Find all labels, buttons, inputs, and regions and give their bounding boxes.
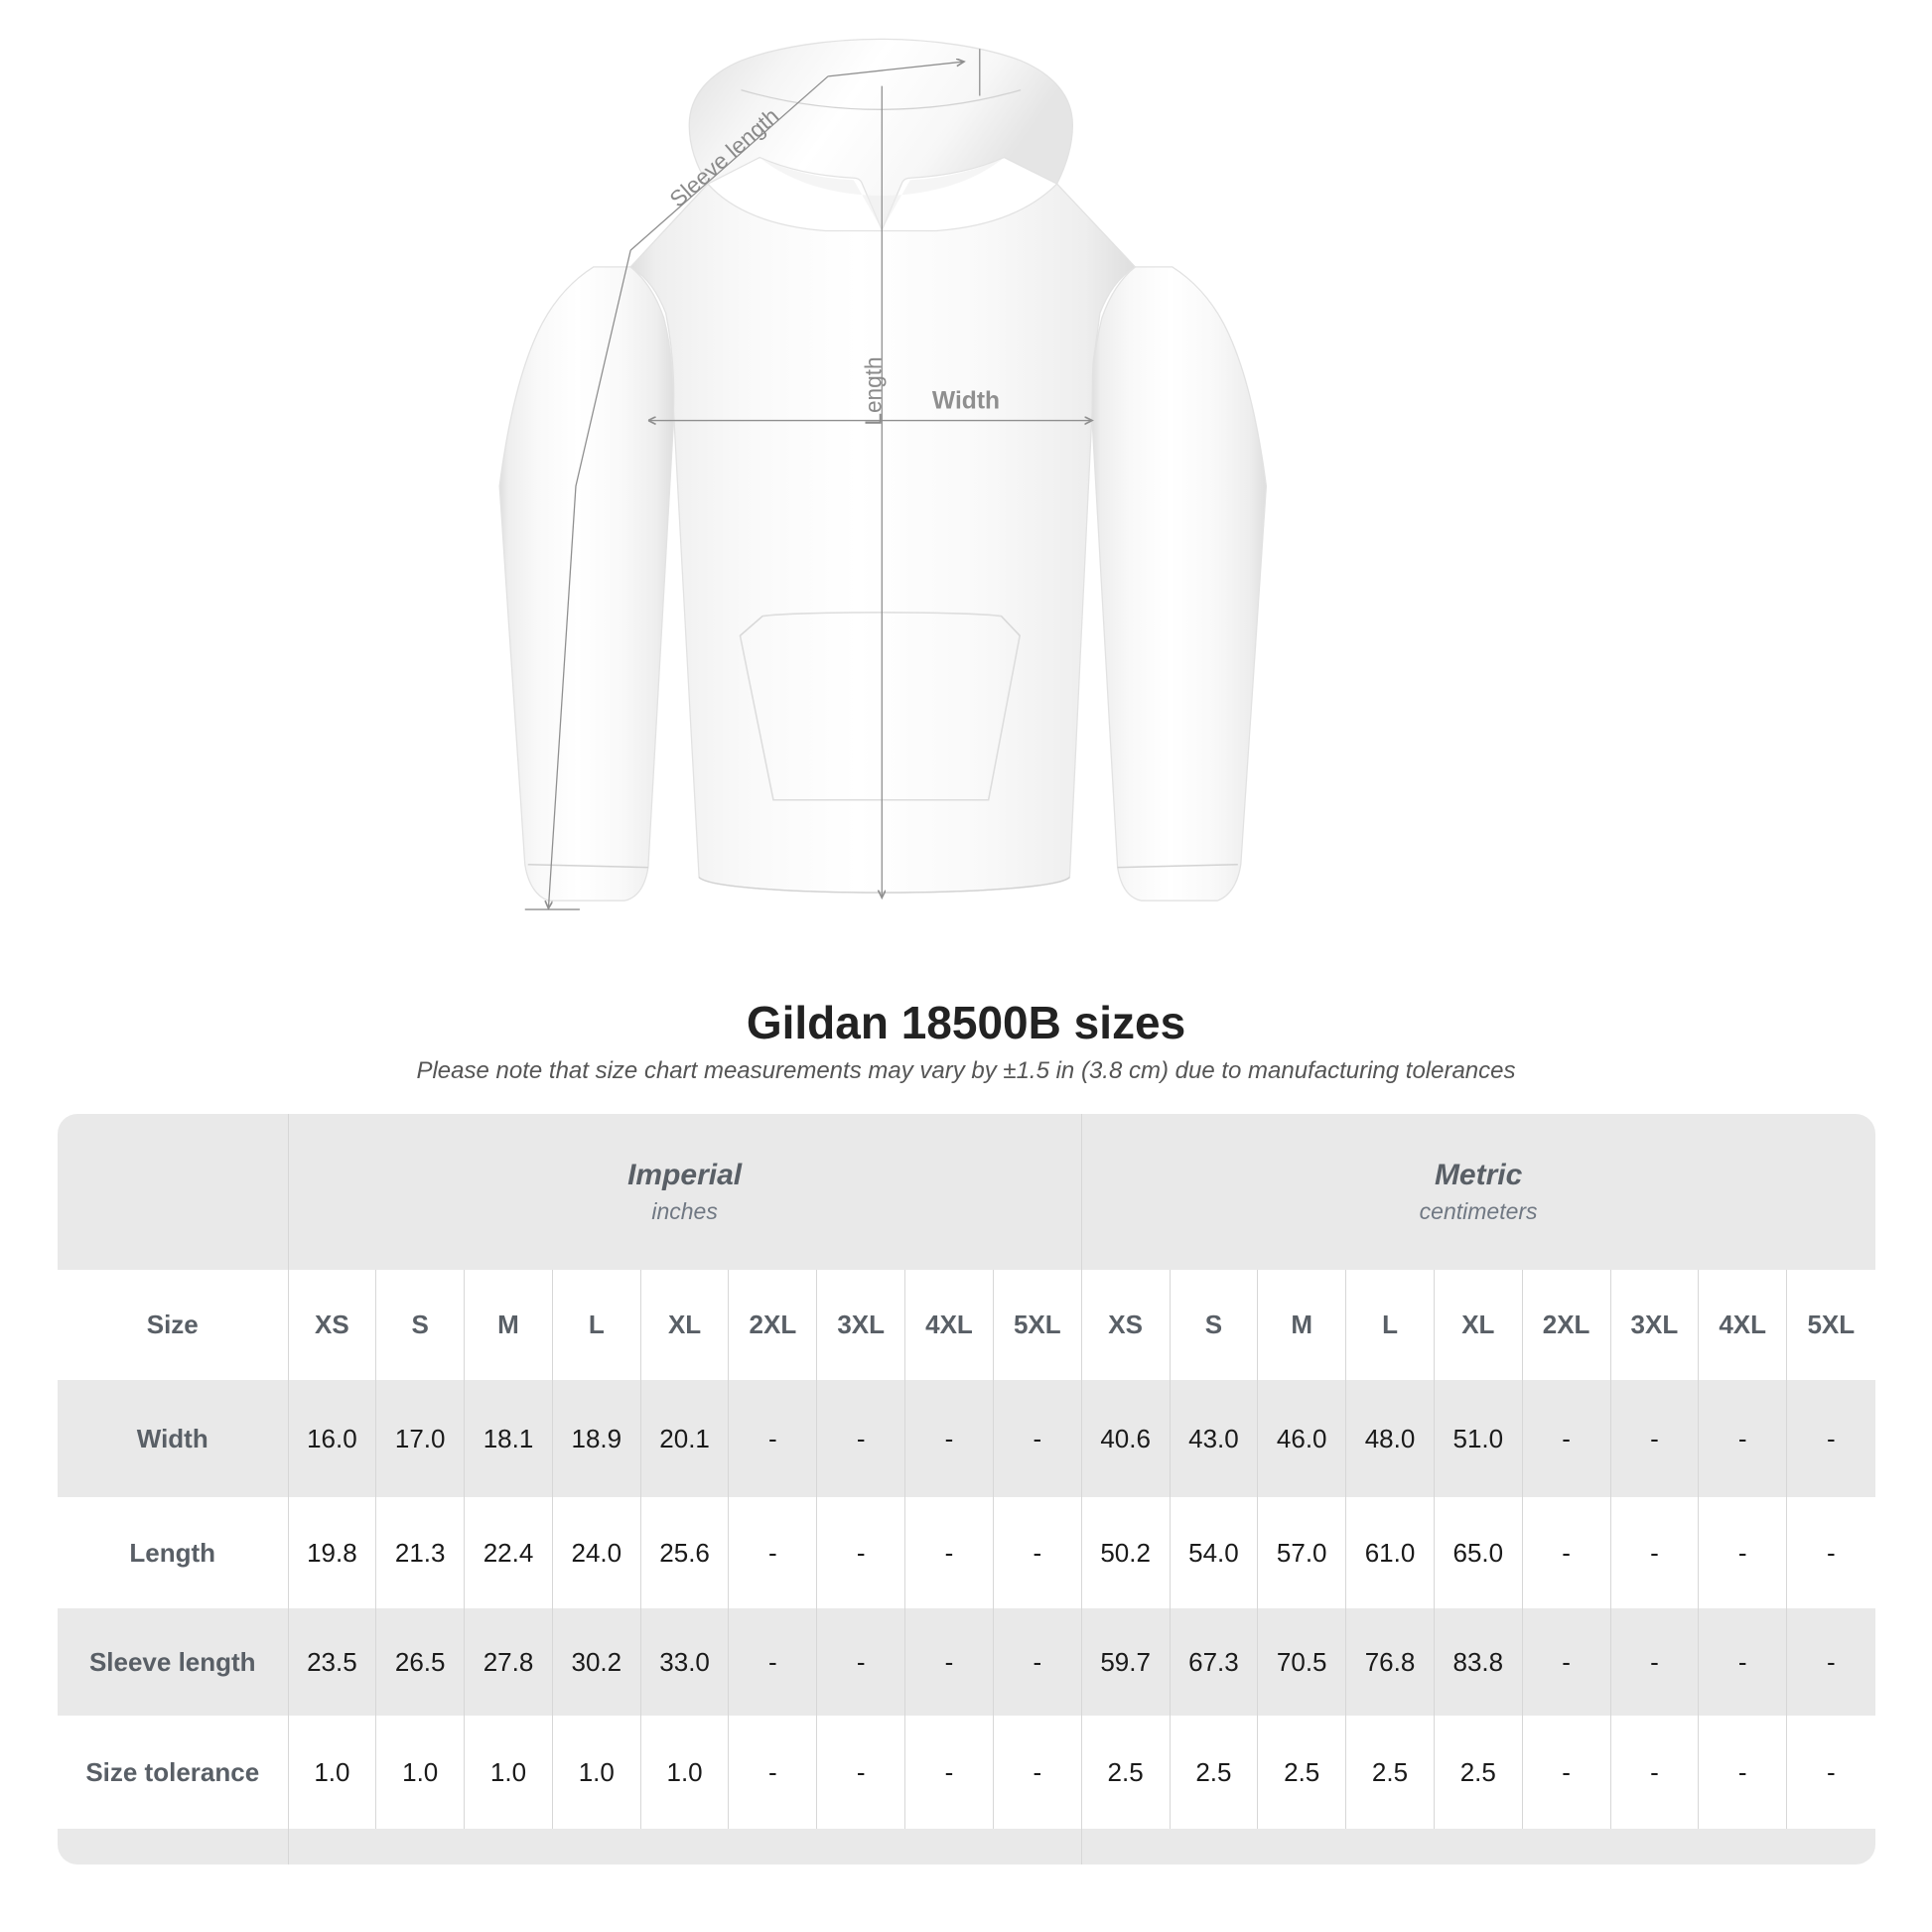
svg-text:Length: Length — [860, 356, 886, 425]
svg-text:Width: Width — [932, 388, 1000, 415]
